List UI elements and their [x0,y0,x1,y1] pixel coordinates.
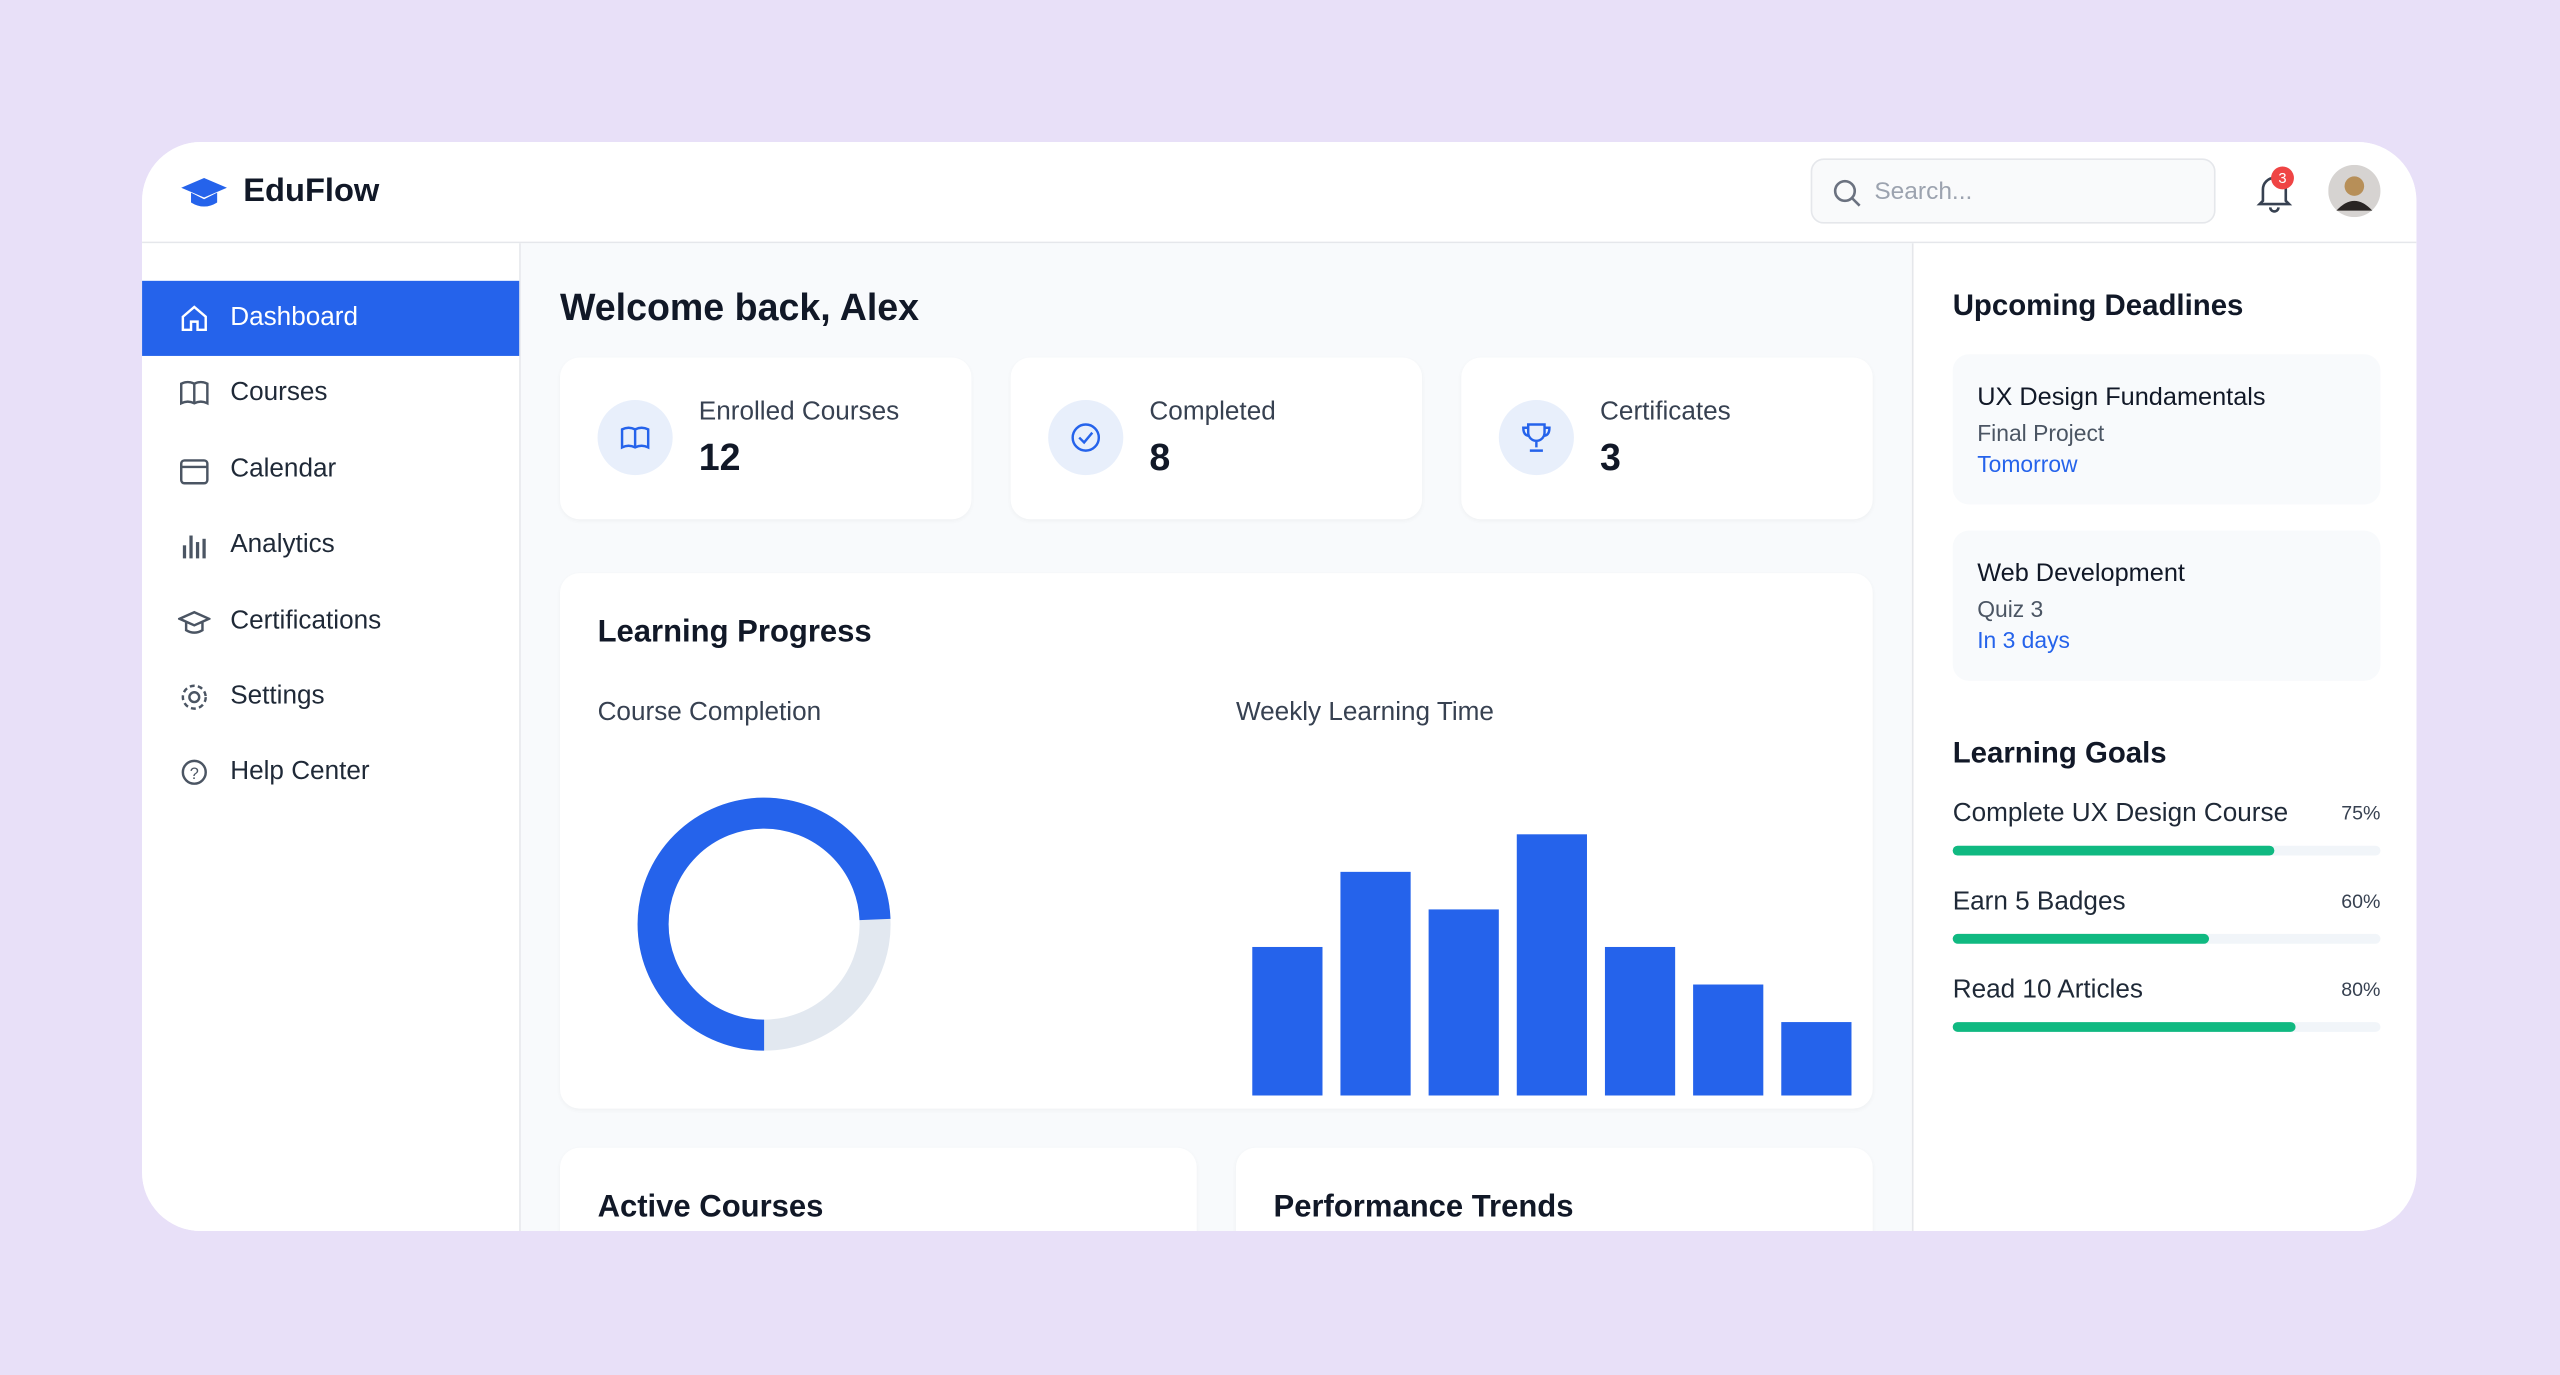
stat-label: Enrolled Courses [698,398,900,427]
nav-label: Calendar [230,455,337,483]
nav-label: Help Center [230,758,370,786]
nav-label: Settings [230,682,325,711]
goal-percent: 80% [2341,977,2381,1001]
deadline-due: Tomorrow [1977,450,2078,477]
avatar[interactable] [2328,164,2381,218]
card-title: Learning Progress [597,615,872,650]
deadline-card[interactable]: UX Design Fundamentals Final Project Tomor… [1952,354,2381,505]
goal-fill [1952,933,2210,944]
learning-progress-card: Learning Progress Course Completion Week… [560,573,1873,1109]
goal-name: Read 10 Articles [1952,976,2143,1005]
stat-card: Completed 8 [1010,357,1423,520]
nav-icon [182,535,206,559]
stat-value: 12 [698,435,741,479]
logo-icon [181,177,227,207]
nav-icon [180,458,209,485]
app-window: EduFlow Search... 3 Dashboard Courses Cale… [142,142,2417,1232]
nav-item[interactable]: Calendar [142,432,519,507]
active-courses-card: Active Courses [560,1147,1197,1232]
card-title: Active Courses [597,1190,824,1225]
search-icon [1833,179,1861,207]
goal-name: Complete UX Design Course [1952,800,2289,828]
nav-item[interactable]: Certifications [142,584,519,659]
performance-trends-card: Performance Trends [1235,1147,1873,1232]
goal-name: Earn 5 Badges [1952,888,2126,916]
stat-icon [597,400,673,476]
deadline-course: Web Development [1977,560,2185,588]
nav-label: Dashboard [230,303,359,332]
stat-value: 3 [1600,435,1621,479]
goal-track [1952,933,2381,944]
deadline-due: In 3 days [1977,626,2070,654]
nav-item[interactable]: ? Help Center [142,735,519,810]
bar [1516,834,1587,1096]
goal-percent: 60% [2341,889,2381,913]
deadline-task: Final Project [1977,419,2105,446]
nav-icon [181,305,207,332]
stat-label: Certificates [1600,398,1731,427]
bar [1693,984,1764,1096]
stat-icon [1048,400,1124,476]
section-title: Upcoming Deadlines [1952,288,2244,322]
donut-chart [637,797,891,1051]
goal-percent: 75% [2341,801,2381,825]
stat-value: 8 [1149,435,1171,479]
nav-label: Analytics [230,530,335,559]
nav-label: Certifications [230,606,382,635]
nav-icon [177,610,211,634]
goal-fill [1952,1022,2295,1032]
stat-card: Certificates 3 [1461,357,1873,520]
section-title: Learning Goals [1952,736,2167,770]
nav-icon [180,381,209,406]
goal-track [1952,845,2381,856]
stat-label: Completed [1149,398,1276,427]
bar [1781,1022,1852,1096]
brand: EduFlow [243,173,380,209]
stat-icon-glyph [1071,423,1101,452]
deadline-task: Quiz 3 [1977,595,2044,623]
nav-icon [181,684,207,710]
goal-fill [1952,845,2274,856]
svg-text:?: ? [190,765,199,783]
main-content: Welcome back, Alex Learning Progress Cou… [520,243,1912,1232]
right-panel: Upcoming Deadlines Learning Goals UX Des… [1911,243,2417,1232]
card-title: Performance Trends [1273,1190,1574,1225]
stat-icon [1498,400,1574,476]
bar [1604,946,1676,1096]
nav-item[interactable]: Settings [142,660,519,735]
welcome-heading: Welcome back, Alex [560,285,920,329]
chart-title: Weekly Learning Time [1235,698,1494,727]
header: EduFlow Search... 3 [142,142,2417,244]
nav-item[interactable]: Analytics [142,508,519,583]
stat-icon-glyph [1522,423,1551,452]
bar [1252,946,1323,1096]
notification-badge: 3 [2271,166,2294,190]
deadline-course: UX Design Fundamentals [1977,383,2266,412]
nav-item[interactable]: Courses [142,357,519,432]
bar [1428,909,1499,1096]
nav-label: Courses [230,379,328,408]
search-placeholder: Search... [1874,177,1973,206]
nav-item[interactable]: Dashboard [142,280,520,356]
bar-chart [1252,834,1852,1096]
deadline-card[interactable]: Web Development Quiz 3 In 3 days [1952,530,2381,681]
stat-card: Enrolled Courses 12 [560,357,972,520]
search-box[interactable]: Search... [1810,158,2216,224]
sidebar: Dashboard Courses Calendar Analytics Certifi… [142,243,521,1232]
goal-track [1952,1022,2381,1032]
nav-icon: ? [181,760,207,786]
chart-title: Course Completion [597,698,822,727]
bar [1340,871,1411,1096]
stat-icon-glyph [620,426,650,450]
